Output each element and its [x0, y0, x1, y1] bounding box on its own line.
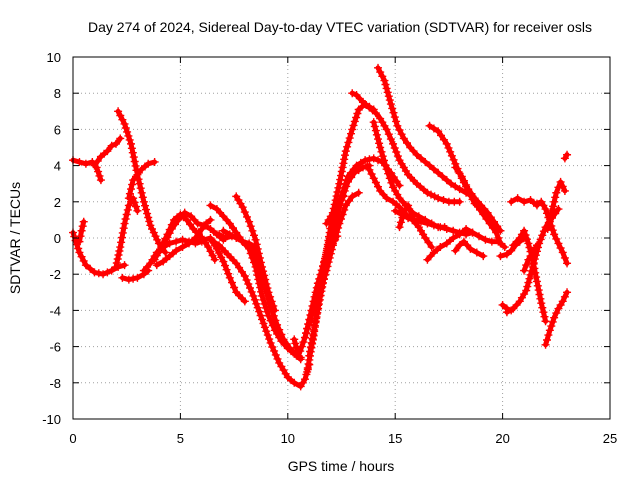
series-markers — [395, 201, 417, 232]
series-track-26 — [374, 63, 477, 201]
series-markers — [520, 241, 541, 275]
y-tick-label: 0 — [54, 231, 61, 246]
series-markers — [451, 163, 505, 235]
y-tick-label: -8 — [49, 376, 61, 391]
series-track-41 — [520, 241, 541, 275]
x-tick-label: 25 — [603, 431, 617, 446]
series-track-17 — [219, 226, 260, 252]
series-markers — [451, 237, 488, 261]
series-markers — [472, 201, 509, 252]
series-track-3 — [75, 217, 88, 246]
y-tick-label: 2 — [54, 195, 61, 210]
y-tick-label: 8 — [54, 86, 61, 101]
y-tick-label: -2 — [49, 267, 61, 282]
series-track-44 — [541, 288, 572, 349]
series-markers — [316, 188, 363, 297]
series-track-43 — [543, 177, 569, 233]
series-markers — [124, 157, 159, 203]
series-track-33 — [451, 237, 488, 261]
y-tick-label: 6 — [54, 122, 61, 137]
series-markers — [111, 194, 142, 271]
series-track-24 — [322, 192, 348, 228]
series-track-35 — [472, 201, 509, 252]
series-line — [92, 135, 123, 169]
series-track-15 — [206, 235, 314, 391]
series-markers — [543, 177, 569, 233]
y-tick-label: 4 — [54, 159, 61, 174]
series-markers — [90, 134, 125, 170]
x-tick-label: 0 — [69, 431, 76, 446]
series-track-8 — [111, 194, 142, 271]
y-tick-label: -10 — [42, 412, 61, 427]
x-tick-label: 15 — [388, 431, 402, 446]
series-markers — [206, 201, 305, 362]
y-axis-label: SDTVAR / TECUs — [7, 182, 23, 294]
y-tick-label: -6 — [49, 340, 61, 355]
series-markers — [75, 217, 88, 246]
y-tick-label: -4 — [49, 303, 61, 318]
series-markers — [374, 63, 477, 201]
series-markers — [363, 161, 436, 252]
series-markers — [206, 235, 314, 391]
y-tick-labels: -10 -8 -6 -4 -2 0 2 4 6 8 10 — [42, 50, 61, 427]
series-track-25 — [348, 89, 464, 206]
x-tick-labels: 0 5 10 15 20 25 — [69, 431, 617, 446]
x-tick-label: 20 — [495, 431, 509, 446]
series-markers — [423, 224, 477, 264]
series-track-45 — [560, 150, 572, 163]
series-track-27 — [363, 161, 436, 252]
chart-title: Day 274 of 2024, Sidereal Day-to-day VTE… — [88, 19, 592, 35]
series-markers — [322, 192, 348, 228]
series-markers — [541, 288, 572, 349]
series-markers — [560, 150, 572, 163]
series-track-30 — [395, 201, 417, 232]
series-track-23 — [316, 188, 363, 297]
x-axis-label: GPS time / hours — [288, 458, 395, 474]
series-markers — [509, 226, 550, 326]
series-markers — [232, 192, 279, 315]
series-track-32 — [423, 224, 477, 264]
series-track-6 — [124, 157, 159, 203]
y-tick-label: 10 — [47, 50, 61, 65]
x-tick-label: 5 — [177, 431, 184, 446]
series-track-13 — [206, 201, 305, 362]
series-markers — [152, 215, 215, 270]
series-track-34 — [451, 163, 505, 235]
series-markers — [348, 89, 464, 206]
x-tick-label: 10 — [281, 431, 295, 446]
data-series — [69, 63, 572, 391]
series-track-4 — [90, 134, 125, 170]
axis-ticks — [72, 56, 611, 420]
series-line — [349, 90, 463, 205]
grid-lines — [73, 57, 610, 419]
series-track-18 — [232, 192, 279, 315]
